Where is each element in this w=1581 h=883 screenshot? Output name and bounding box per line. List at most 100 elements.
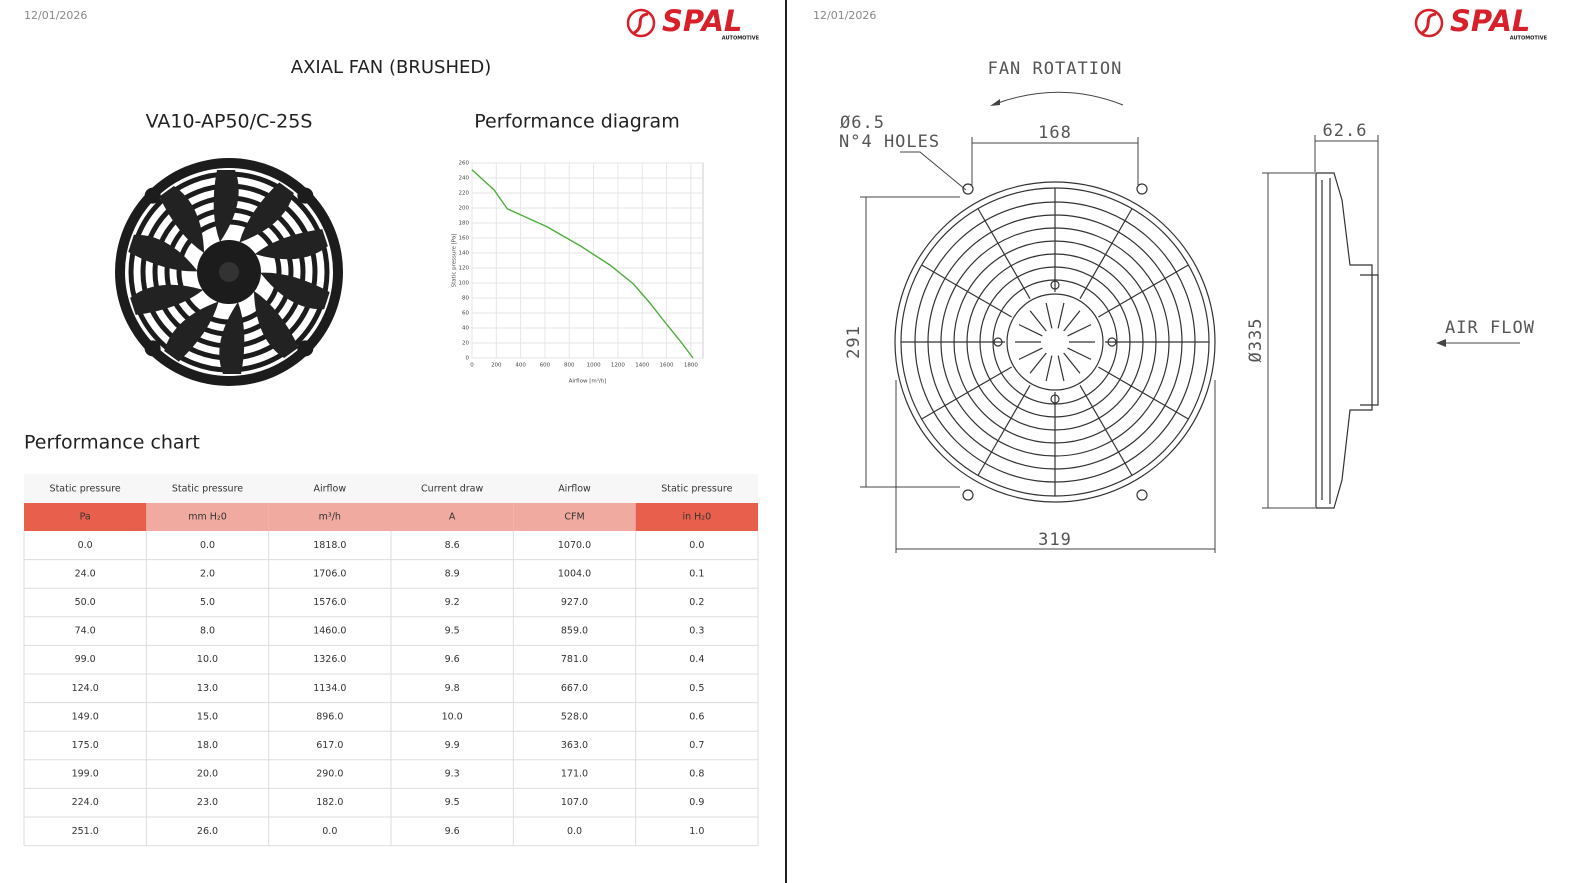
airflow-label: AIR FLOW (1445, 318, 1535, 338)
column-header: Airflow (558, 484, 591, 495)
dim-bolt: 168 (1038, 123, 1072, 143)
dim-width: 319 (1038, 530, 1072, 550)
side-view (1321, 178, 1379, 504)
fan-blade (260, 272, 330, 310)
dim-height: 291 (844, 325, 864, 359)
line (471, 169, 694, 359)
cell: 0.1 (689, 568, 704, 579)
hub-fin (1057, 355, 1065, 382)
fan-blade (128, 234, 198, 272)
cell: 1004.0 (558, 568, 591, 579)
cell: 182.0 (316, 797, 343, 808)
x-tick-label: 200 (491, 363, 502, 369)
unit-cell (268, 503, 391, 531)
cell: 9.6 (445, 654, 460, 665)
cell: 20.0 (197, 769, 218, 780)
y-axis-label: Static pressure [Pa] (452, 234, 458, 288)
x-tick-label: 1600 (660, 363, 674, 369)
spoke (921, 366, 1012, 420)
cell: 0.3 (689, 626, 704, 637)
hub-fin (1018, 324, 1043, 337)
x-tick-label: 1000 (587, 363, 601, 369)
cell: 224.0 (72, 797, 99, 808)
dim-line (1314, 135, 1379, 275)
arrowhead (990, 99, 1000, 106)
y-tick-label: 60 (462, 311, 469, 317)
spoke (1079, 385, 1133, 476)
cell: 667.0 (561, 683, 588, 694)
cell: 927.0 (561, 597, 588, 608)
hub-fin (1018, 347, 1043, 360)
unit-label: m³/h (319, 512, 341, 523)
dim-depth: 62.6 (1323, 121, 1368, 141)
dim-line (895, 380, 1216, 553)
cell: 175.0 (72, 740, 99, 751)
dim-line (1262, 172, 1315, 509)
cell: 8.0 (200, 626, 215, 637)
mount-hole (1136, 489, 1148, 501)
y-tick-label: 260 (459, 161, 470, 167)
cell: 0.0 (78, 540, 93, 551)
cell: 99.0 (75, 654, 96, 665)
y-tick-label: 240 (459, 176, 470, 182)
outline (894, 181, 1216, 503)
technical-drawing: FAN ROTATION Ø6.5 N°4 HOLES 168 291 319 … (839, 59, 1535, 553)
cell: 107.0 (561, 797, 588, 808)
y-tick-label: 220 (459, 191, 470, 197)
cell: 9.2 (445, 597, 460, 608)
x-tick-label: 600 (540, 363, 551, 369)
cell: 10.0 (197, 654, 218, 665)
unit-cell (513, 503, 636, 531)
model: VA10-AP50/C-25S (146, 111, 313, 133)
cell: 896.0 (316, 711, 343, 722)
arrowhead (1436, 339, 1446, 347)
unit-cell (24, 503, 147, 531)
rotation-arrow (994, 91, 1124, 106)
unit-label: in H₂0 (682, 512, 711, 523)
cell: 1.0 (689, 826, 704, 837)
logo-icon (1421, 12, 1437, 35)
spoke (977, 208, 1031, 299)
cell: 23.0 (197, 797, 218, 808)
fan-blade (253, 290, 299, 359)
cell: 13.0 (197, 683, 218, 694)
cell: 0.9 (689, 797, 704, 808)
doc-title: AXIAL FAN (BRUSHED) (291, 57, 492, 78)
y-tick-label: 200 (459, 206, 470, 212)
cell: 0.0 (322, 826, 337, 837)
y-tick-label: 180 (459, 221, 470, 227)
cell: 0.0 (200, 540, 215, 551)
hub-fin (1045, 302, 1053, 329)
y-tick-label: 20 (462, 341, 469, 347)
cell: 9.9 (445, 740, 460, 751)
logo: SPAL AUTOMOTIVE (1414, 4, 1548, 42)
dim-diameter: Ø335 (1246, 318, 1266, 363)
hub (1006, 293, 1104, 391)
fan-blade (213, 170, 239, 242)
cell: 290.0 (316, 769, 343, 780)
leader (900, 151, 967, 191)
cell: 199.0 (72, 769, 99, 780)
plot-area (471, 162, 704, 359)
x-tick-label: 800 (564, 363, 575, 369)
unit-label: Pa (80, 512, 91, 523)
hub-fin (1063, 352, 1081, 374)
hub-hole (1050, 280, 1060, 290)
cell: 1818.0 (313, 540, 346, 551)
cell: 2.0 (200, 568, 215, 579)
cell: 1070.0 (558, 540, 591, 551)
cell: 0.6 (689, 711, 704, 722)
cell: 9.5 (445, 797, 460, 808)
column-header: Static pressure (50, 484, 121, 495)
cell: 0.4 (689, 654, 704, 665)
table-header (24, 474, 758, 503)
column-header: Static pressure (172, 484, 243, 495)
y-tick-label: 0 (466, 356, 470, 362)
cell: 781.0 (561, 654, 588, 665)
x-tick-label: 400 (515, 363, 526, 369)
cell: 0.0 (567, 826, 582, 837)
dim-line (860, 196, 960, 488)
spoke (977, 385, 1031, 476)
logo-icon (633, 12, 649, 35)
cell: 251.0 (72, 826, 99, 837)
